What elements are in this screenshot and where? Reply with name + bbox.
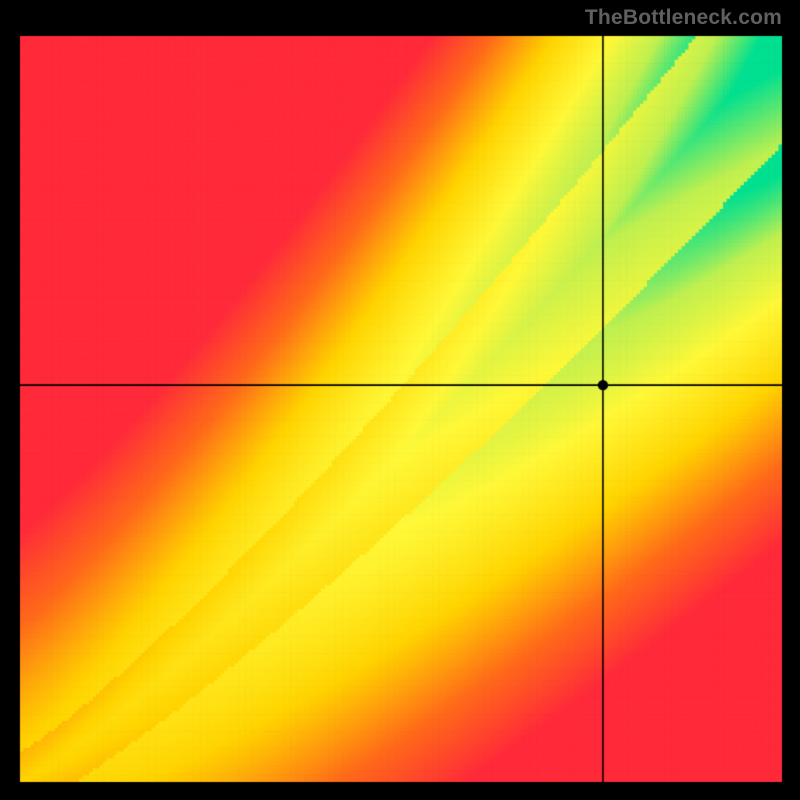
bottleneck-heatmap — [0, 0, 800, 800]
watermark-text: TheBottleneck.com — [585, 6, 782, 30]
